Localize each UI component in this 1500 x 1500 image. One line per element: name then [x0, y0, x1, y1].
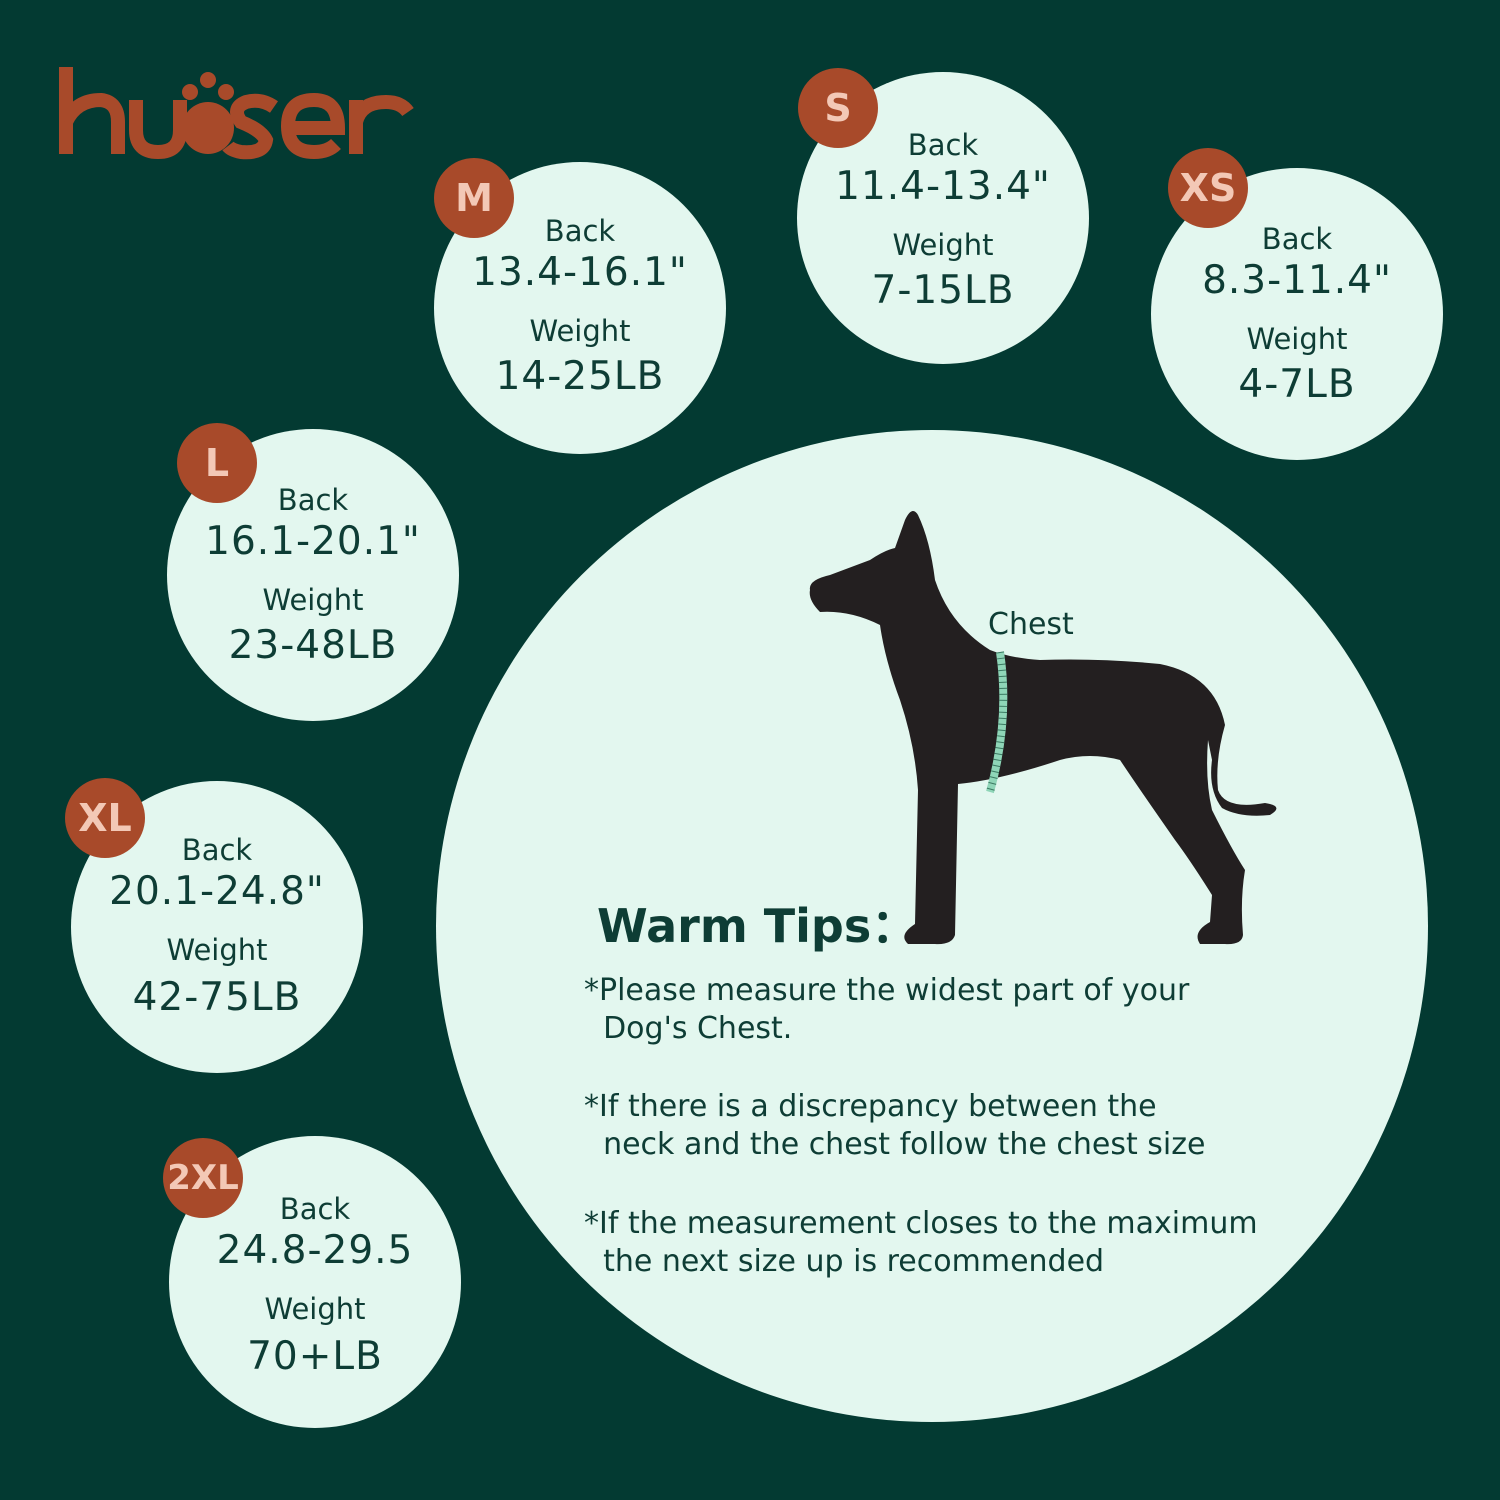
weight-value: 23-48LB: [228, 623, 398, 668]
weight-label: Weight: [264, 1292, 366, 1326]
weight-value: 4-7LB: [1238, 362, 1356, 407]
back-label: Back: [907, 128, 979, 162]
tip-item: *If the measurement closes to the maximu…: [584, 1206, 1258, 1279]
size-card-m: Back 13.4-16.1" Weight 14-25LB: [434, 162, 726, 454]
back-label: Back: [181, 833, 253, 867]
size-badge-2xl: 2XL: [163, 1138, 243, 1218]
weight-value: 42-75LB: [132, 975, 302, 1020]
back-label: Back: [544, 214, 616, 248]
size-badge-s: S: [798, 68, 878, 148]
tip-item: *If there is a discrepancy between the n…: [584, 1089, 1206, 1162]
back-value: 11.4-13.4": [835, 164, 1051, 209]
size-badge-xl: XL: [65, 778, 145, 858]
back-label: Back: [277, 483, 349, 517]
back-value: 8.3-11.4": [1202, 258, 1392, 303]
weight-label: Weight: [262, 583, 364, 617]
chest-label: Chest: [988, 607, 1074, 642]
back-value: 13.4-16.1": [472, 250, 688, 295]
size-badge-l: L: [177, 423, 257, 503]
weight-label: Weight: [1246, 322, 1348, 356]
dog-silhouette-icon: [809, 511, 1277, 945]
weight-value: 7-15LB: [871, 268, 1015, 313]
back-value: 16.1-20.1": [205, 519, 421, 564]
size-badge-m: M: [434, 158, 514, 238]
size-badge-xs: XS: [1168, 148, 1248, 228]
weight-label: Weight: [892, 228, 994, 262]
weight-value: 70+LB: [247, 1334, 383, 1379]
size-card-s: Back 11.4-13.4" Weight 7-15LB: [797, 72, 1089, 364]
back-label: Back: [1261, 222, 1333, 256]
back-label: Back: [279, 1192, 351, 1226]
kuoser-logo: [59, 67, 414, 160]
weight-label: Weight: [166, 933, 268, 967]
back-value: 20.1-24.8": [109, 869, 325, 914]
tip-item: *Please measure the widest part of your …: [584, 973, 1190, 1046]
weight-value: 14-25LB: [495, 354, 665, 399]
warm-tips-title: Warm Tips：: [597, 899, 918, 953]
weight-label: Weight: [529, 314, 631, 348]
back-value: 24.8-29.5: [216, 1228, 414, 1273]
